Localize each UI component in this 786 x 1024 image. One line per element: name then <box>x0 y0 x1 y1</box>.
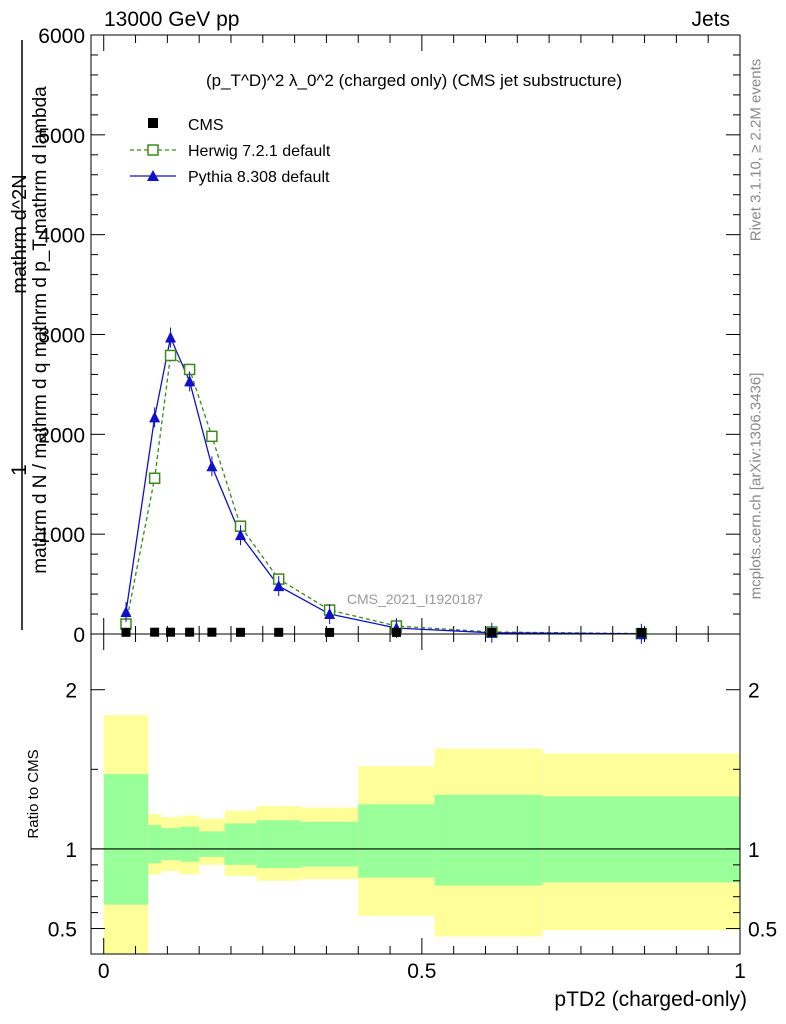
ylabel-one: 1 <box>8 464 31 476</box>
ratio-band-green <box>434 794 543 886</box>
legend: CMS Herwig 7.2.1 default Pythia 8.308 de… <box>130 117 331 186</box>
legend-pythia-marker <box>147 170 159 181</box>
main-ylabel: 1 mathrm d^2N mathrm d N / mathrm d q ma… <box>8 40 51 630</box>
ratio-band-green <box>180 826 200 862</box>
pythia-point <box>149 411 161 423</box>
cms-point <box>121 627 131 637</box>
ratio-ylabel: Ratio to CMS <box>25 749 42 838</box>
pythia-point <box>206 460 218 472</box>
cms-point <box>166 627 176 637</box>
ratio-y-tick-label: 2 <box>65 680 77 703</box>
herwig-point <box>206 430 218 443</box>
cms-point <box>185 627 195 637</box>
x-tick-label: 0 <box>98 960 110 983</box>
x-axis-label: pTD2 (charged-only) <box>554 988 747 1011</box>
y-tick-label: 4000 <box>38 225 85 248</box>
header-right: Jets <box>691 8 730 31</box>
pythia-point <box>235 529 247 541</box>
herwig-point <box>164 349 177 362</box>
legend-cms-label: CMS <box>188 117 224 134</box>
ratio-band-green <box>256 820 301 869</box>
y-tick-label: 6000 <box>38 25 85 48</box>
ratio-y-tick-label-right: 0.5 <box>748 919 777 942</box>
cms-point <box>150 627 160 637</box>
x-tick-label: 0.5 <box>407 960 436 983</box>
y-tick-label: 3000 <box>38 325 85 348</box>
pythia-point <box>273 580 285 592</box>
ratio-band-green <box>224 823 257 865</box>
legend-pythia-label: Pythia 8.308 default <box>188 169 330 186</box>
ylabel-denominator: mathrm d N / mathrm d q mathrm d p_T mat… <box>30 86 51 574</box>
ratio-band-green <box>358 804 435 878</box>
pythia-line <box>125 335 642 635</box>
ratio-y-tick-label-right: 1 <box>748 839 760 862</box>
y-tick-label: 2000 <box>38 424 85 447</box>
ratio-band-green <box>148 825 161 864</box>
cms-point <box>236 627 246 637</box>
legend-herwig-label: Herwig 7.2.1 default <box>188 143 331 160</box>
ratio-y-tick-label: 1 <box>65 839 77 862</box>
main-title: (p_T^D)^2 λ_0^2 (charged only) (CMS jet … <box>206 71 622 90</box>
header-left: 13000 GeV pp <box>104 8 240 31</box>
ratio-band-green <box>300 821 359 867</box>
cms-point <box>274 627 284 637</box>
pythia-point <box>120 606 132 618</box>
cms-point <box>636 627 646 637</box>
ratio-y-tick-label-right: 2 <box>748 680 760 703</box>
cms-point <box>325 627 335 637</box>
ratio-band-green <box>542 796 740 883</box>
pythia-point <box>165 331 177 343</box>
legend-herwig-marker <box>147 144 159 156</box>
y-tick-label: 0 <box>73 624 85 647</box>
y-tick-label: 5000 <box>38 125 85 148</box>
ratio-plot-frame <box>90 633 741 955</box>
ylabel-dN: mathrm d^2N <box>9 174 31 293</box>
ratio-band-green <box>199 831 225 857</box>
y-tick-label: 1000 <box>38 524 85 547</box>
cms-point <box>391 627 401 637</box>
herwig-point <box>148 472 161 485</box>
pythia-point <box>324 608 336 620</box>
herwig-line <box>125 354 642 635</box>
watermark: CMS_2021_I1920187 <box>347 591 483 607</box>
ratio-band-green <box>103 774 149 905</box>
cms-point <box>207 627 217 637</box>
ratio-y-tick-label: 0.5 <box>48 919 77 942</box>
ratio-band-green <box>160 828 181 861</box>
x-tick-label: 1 <box>734 960 746 983</box>
pythia-point <box>184 375 196 387</box>
cms-point <box>487 627 497 637</box>
legend-cms-marker <box>148 118 158 128</box>
